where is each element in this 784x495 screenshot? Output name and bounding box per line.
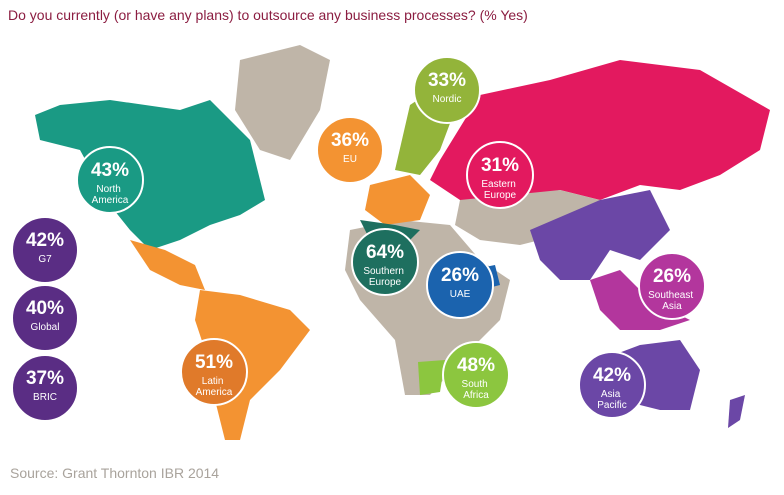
region-bubble [426,251,494,319]
region-bubble [578,351,646,419]
region-name: Latin America [196,376,233,398]
region-name: Eastern Europe [481,179,518,201]
region-name: North America [92,184,129,206]
north-america-shape [35,100,265,250]
region-name: BRIC [33,392,57,403]
title: Do you currently (or have any plans) to … [8,7,528,23]
region-bubble [11,284,79,352]
region-percent: 42% [26,230,64,251]
new-zealand [728,395,745,428]
region-bubble [316,116,384,184]
region-percent: 42% [593,365,631,386]
south-africa-shape [418,360,445,395]
region-name: Global [31,322,60,333]
region-bubble [351,228,419,296]
region-name: Nordic [433,94,462,105]
region-percent: 33% [428,70,466,91]
region-percent: 31% [481,155,519,176]
greenland [235,45,330,160]
region-percent: 37% [26,368,64,389]
region-percent: 40% [26,298,64,319]
region-name: South Africa [462,379,491,401]
region-name: Asia Pacific [597,389,626,411]
region-bubble [638,252,706,320]
region-bubble [76,146,144,214]
region-percent: 64% [366,242,404,263]
region-bubble [11,354,79,422]
region-percent: 26% [653,266,691,287]
europe-west [365,175,430,225]
region-percent: 36% [331,130,369,151]
region-bubble [413,56,481,124]
region-bubble [180,338,248,406]
region-name: G7 [38,254,52,265]
region-bubble [442,341,510,409]
east-asia [530,190,670,280]
region-name: EU [343,154,357,165]
region-percent: 48% [457,355,495,376]
region-percent: 26% [441,265,479,286]
source: Source: Grant Thornton IBR 2014 [10,465,219,481]
region-percent: 51% [195,352,233,373]
region-bubble [11,216,79,284]
region-bubble [466,141,534,209]
region-name: Southeast Asia [648,290,696,312]
region-name: Southern Europe [363,266,406,288]
bubbles: 43% North America 36% EU 33% Nordic 31% Eastern… [11,56,706,422]
mexico [130,240,205,290]
region-name: UAE [450,289,471,300]
region-percent: 43% [91,160,129,181]
